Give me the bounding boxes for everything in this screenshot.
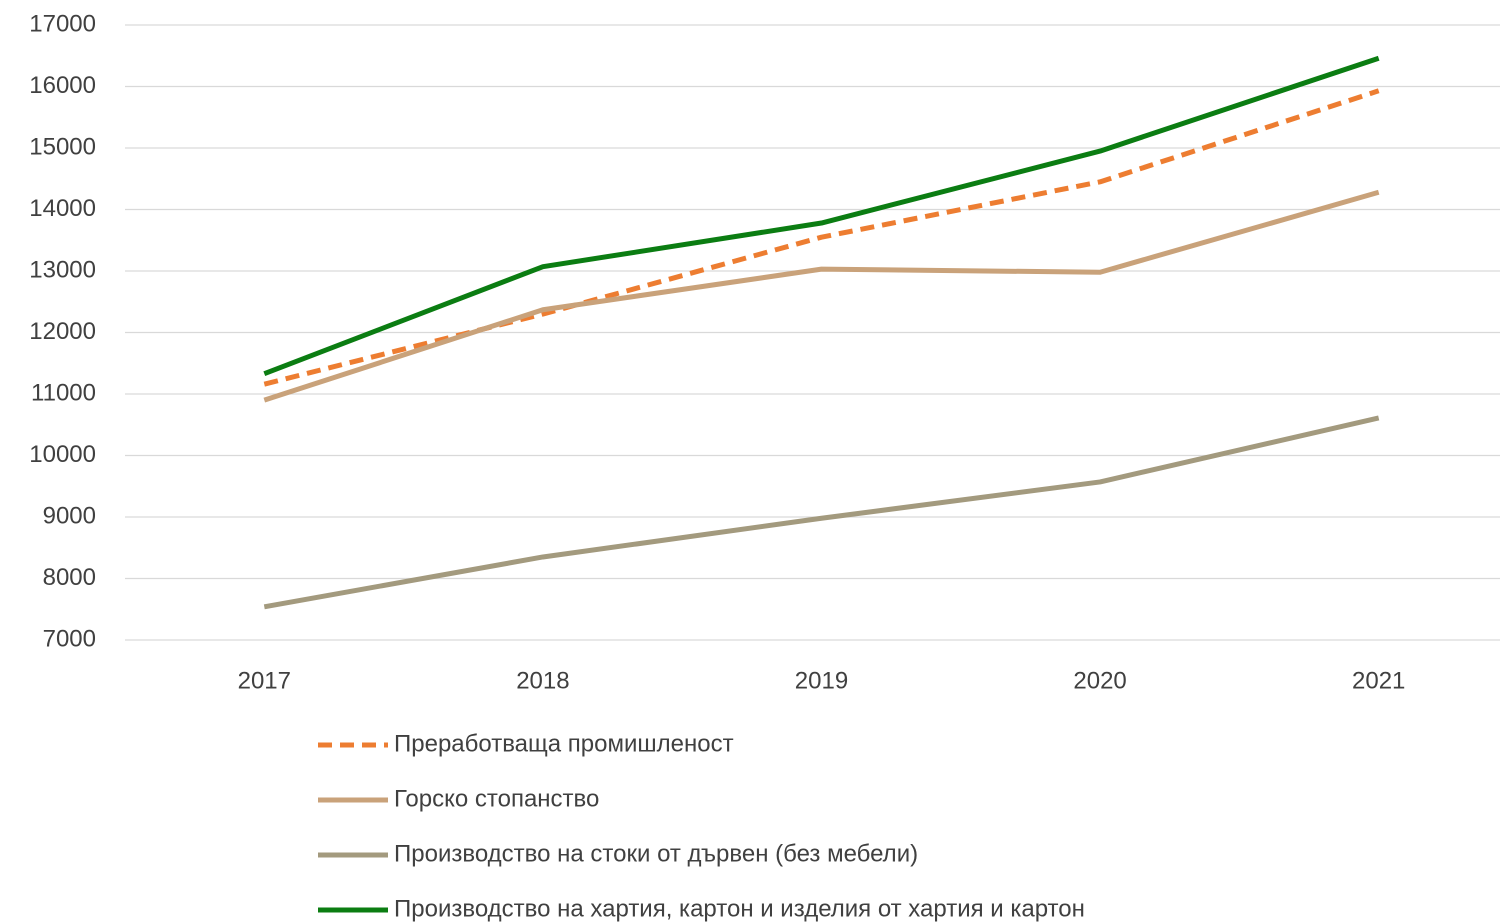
series-line	[263, 88, 1380, 387]
y-tick-label: 14000	[29, 195, 96, 222]
x-tick-label: 2019	[795, 667, 848, 694]
series-line	[263, 415, 1380, 610]
legend-label: Преработваща промишленост	[394, 730, 734, 757]
y-tick-label: 8000	[43, 564, 96, 591]
y-tick-label: 17000	[29, 10, 96, 37]
y-tick-label: 10000	[29, 441, 96, 468]
y-tick-label: 13000	[29, 256, 96, 283]
y-tick-label: 12000	[29, 318, 96, 345]
x-tick-label: 2020	[1073, 667, 1126, 694]
x-tick-label: 2018	[516, 667, 569, 694]
series-line	[263, 189, 1380, 403]
y-tick-label: 11000	[31, 379, 96, 406]
y-tick-label: 16000	[29, 72, 96, 99]
legend-label: Производство на стоки от дървен (без меб…	[394, 840, 918, 867]
x-tick-label: 2017	[238, 667, 291, 694]
y-tick-label: 7000	[43, 625, 96, 652]
legend-label: Производство на хартия, картон и изделия…	[394, 895, 1085, 922]
series-line	[263, 55, 1380, 377]
legend-label: Горско стопанство	[394, 785, 599, 812]
y-tick-label: 9000	[43, 502, 96, 529]
x-tick-label: 2021	[1352, 667, 1405, 694]
y-tick-label: 15000	[29, 133, 96, 160]
